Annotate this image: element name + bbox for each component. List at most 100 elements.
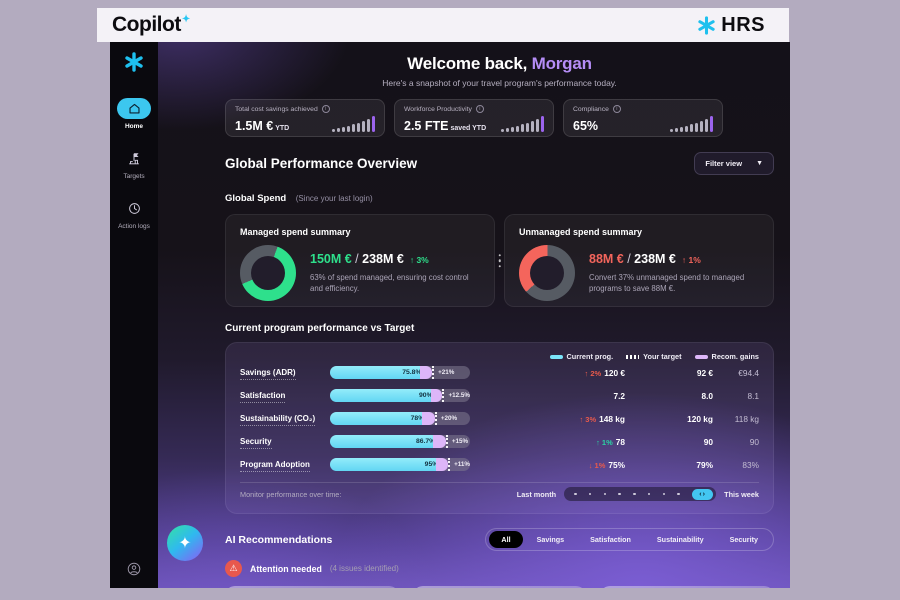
current-delta: ↑ 1%: [596, 437, 613, 447]
recommended-value-cell: 118 kg: [734, 413, 759, 424]
mini-bar: [342, 127, 345, 132]
carousel-handle-icon[interactable]: [498, 253, 501, 268]
time-slider[interactable]: ‹›: [564, 487, 717, 501]
target-value-cell: 92 €: [696, 367, 713, 378]
tab-savings[interactable]: Savings: [536, 535, 565, 544]
current-progress-bar: 86.7%: [330, 435, 440, 448]
spend-donut-chart: [519, 245, 575, 301]
recommended-gain-bar: [430, 389, 443, 402]
spend-card-text: 150M € / 238M € ↑ 3% 63% of spend managed,…: [310, 252, 480, 295]
legend-item: Your target: [626, 352, 682, 361]
kpi-value: 2.5 FTE saved YTD: [404, 119, 486, 133]
current-value: 148 kg: [599, 413, 625, 424]
current-value-cell: ↑ 1% 78: [478, 437, 625, 447]
ai-sparkle-icon: ✦: [167, 525, 203, 561]
sparkle-icon: ✦: [181, 14, 190, 25]
kpi-card-1: Total cost savings achieved i 1.5M € YTD: [225, 99, 385, 137]
recommended-value-cell: 8.1: [747, 390, 759, 401]
chevron-down-icon: ▼: [756, 160, 763, 167]
kpi-value: 65%: [573, 119, 598, 133]
metric-label: Sustainability (CO₂): [240, 414, 330, 426]
legend-label: Current prog.: [566, 352, 614, 361]
spend-delta: ↑ 1%: [681, 254, 701, 265]
attention-title: Attention needed: [250, 563, 322, 574]
tab-security[interactable]: Security: [729, 535, 758, 544]
slider-dot: [574, 492, 577, 496]
sidebar-item-label: Targets: [123, 173, 145, 180]
divider: [240, 482, 759, 483]
kpi-mini-bar-chart: [501, 116, 544, 133]
mini-bar: [357, 123, 360, 132]
current-progress-bar: 75.8%: [330, 366, 426, 379]
spend-delta: ↑ 3%: [409, 254, 429, 265]
recommended-gain-bar: [436, 458, 449, 471]
target-divider: [448, 458, 451, 471]
spend-description: Convert 37% unmanaged spend to managed p…: [589, 272, 745, 293]
recommended-value-cell: 90: [749, 436, 759, 447]
slider-dot: [677, 492, 680, 496]
sidebar-item-home[interactable]: Home: [117, 98, 151, 130]
kpi-cards-row: Total cost savings achieved i 1.5M € YTD Wor…: [225, 99, 723, 137]
range-end-label: This week: [724, 489, 759, 499]
section-title-overview: Global Performance Overview: [225, 156, 418, 171]
recommended-gain-bar: [419, 366, 433, 379]
kpi-label-text: Compliance: [573, 105, 609, 113]
mini-bar: [511, 127, 514, 132]
mini-bar: [332, 129, 335, 132]
current-value: 78: [615, 436, 625, 447]
sidebar-item-targets[interactable]: Targets: [117, 148, 151, 180]
global-spend-subtitle: (Since your last login): [295, 194, 373, 203]
spend-values: 88M € / 238M € ↑ 1%: [589, 252, 759, 266]
current-value-cell: ↑ 2% 120 €: [478, 368, 625, 378]
mini-bar: [521, 124, 524, 132]
recommendation-card-compliance[interactable]: Compliance: [600, 586, 775, 588]
dashboard-window: Home Targets Action logs Welcome back, Mor…: [110, 42, 790, 588]
filter-view-button[interactable]: Filter view ▼: [694, 152, 774, 175]
spend-card-body: 150M € / 238M € ↑ 3% 63% of spend managed,…: [240, 245, 480, 301]
kpi-value: 1.5M € YTD: [235, 119, 289, 133]
kpi-body: 2.5 FTE saved YTD: [404, 116, 544, 133]
kpi-label: Workforce Productivity i: [404, 105, 544, 113]
mini-bar: [362, 121, 365, 132]
spend-card-title: Managed spend summary: [240, 227, 351, 237]
tab-satisfaction[interactable]: Satisfaction: [590, 535, 631, 544]
spend-value: 150M €: [310, 251, 352, 266]
gain-label: +12.5%: [448, 392, 470, 399]
mini-bar: [352, 124, 355, 132]
info-icon[interactable]: i: [475, 105, 484, 113]
attention-row: ⚠ Attention needed (4 issues identified): [225, 560, 774, 577]
current-progress-bar: 90%: [330, 389, 437, 402]
current-delta: ↑ 3%: [579, 414, 597, 424]
performance-section-title: Current program performance vs Target: [225, 323, 415, 334]
spend-card-2: Unmanaged spend summary 88M € / 238M € ↑ 1…: [504, 214, 774, 307]
recommendation-card-savings[interactable]: Savings: [225, 586, 399, 588]
slider-dot: [647, 492, 651, 496]
sidebar-item-action-logs[interactable]: Action logs: [117, 198, 151, 230]
page-title: Welcome back, Morgan: [225, 54, 774, 74]
performance-row: Program Adoption 95% +11% ↓ 1% 75% 79% 83%: [240, 453, 759, 476]
global-spend-header: Global Spend (Since your last login): [225, 188, 774, 206]
mini-bar: [675, 128, 678, 132]
tab-sustainability[interactable]: Sustainability: [656, 535, 704, 544]
gain-label: +20%: [440, 415, 458, 422]
mini-bar: [710, 116, 713, 132]
tab-all[interactable]: All: [489, 531, 523, 548]
spend-card-1: Managed spend summary 150M € / 238M € ↑ 3%…: [225, 214, 495, 307]
performance-table-card: Current prog. Your target Recom. gains Sav…: [225, 342, 774, 514]
recommendation-cards-row: Savings Satisfaction Compliance: [225, 586, 775, 588]
mini-bar: [372, 116, 375, 132]
metric-label-text: Satisfaction: [240, 391, 286, 403]
account-button[interactable]: [127, 562, 141, 576]
legend-swatch: [694, 354, 708, 359]
spend-total: 238M €: [634, 251, 676, 266]
info-icon[interactable]: i: [321, 105, 330, 113]
recommendation-card-satisfaction[interactable]: Satisfaction: [412, 586, 587, 588]
current-delta: ↑ 2%: [584, 368, 602, 378]
kpi-body: 65%: [573, 116, 713, 133]
spend-separator: /: [623, 251, 635, 266]
current-progress-bar: 78%: [330, 412, 429, 425]
target-value-cell: 8.0: [701, 390, 713, 401]
info-icon[interactable]: i: [612, 105, 621, 113]
kpi-label-text: Total cost savings achieved: [235, 105, 318, 113]
slider-handle[interactable]: ‹›: [692, 488, 714, 500]
